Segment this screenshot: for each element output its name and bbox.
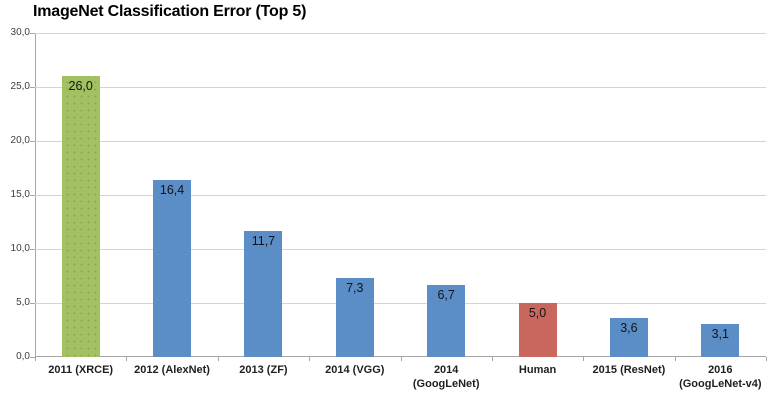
- bar: 11,7: [244, 230, 283, 357]
- bar-value-label: 5,0: [528, 306, 547, 320]
- gridline: [35, 33, 766, 34]
- x-axis-category-label: 2013 (ZF): [239, 364, 288, 376]
- x-axis-tick: [674, 357, 676, 361]
- y-axis-tick: [30, 141, 35, 142]
- bar: 26,0: [61, 76, 100, 357]
- y-axis-tick-label: 30,0: [10, 27, 30, 38]
- gridline: [35, 195, 766, 196]
- chart-title: ImageNet Classification Error (Top 5): [33, 3, 307, 20]
- x-axis-tick: [309, 357, 311, 361]
- y-axis-tick: [30, 87, 35, 88]
- y-axis-tick-label: 25,0: [10, 81, 30, 92]
- x-axis-category-label: 2014 (VGG): [325, 364, 385, 376]
- x-axis-tick: [126, 357, 128, 361]
- x-axis-category-label: 2014 (GoogLeNet): [412, 364, 480, 390]
- bar-value-label: 3,1: [711, 326, 729, 341]
- plot-area: 26,0 16,4 11,7 7,3 6,7 5,0 3,6 3,1: [30, 33, 767, 361]
- x-axis-tick: [400, 357, 402, 361]
- y-axis-tick-label: 0,0: [16, 351, 30, 362]
- bar: 3,1: [701, 323, 740, 357]
- x-axis-category-label: 2012 (AlexNet): [134, 364, 210, 376]
- bar-value-label: 6,7: [437, 287, 455, 302]
- y-axis-tick-label: 10,0: [10, 243, 30, 254]
- x-axis-category-label: Human: [518, 364, 557, 376]
- bar: 16,4: [153, 179, 192, 357]
- y-axis-tick: [30, 357, 35, 358]
- y-axis-tick: [30, 33, 35, 34]
- y-axis-tick: [30, 195, 35, 196]
- y-axis-tick-label: 15,0: [10, 189, 30, 200]
- y-axis-tick: [30, 249, 35, 250]
- x-axis-tick: [491, 357, 493, 361]
- x-axis-category-label: 2015 (ResNet): [592, 364, 666, 376]
- gridline: [35, 303, 766, 304]
- bar: 3,6: [609, 318, 648, 357]
- y-axis-tick-label: 20,0: [10, 135, 30, 146]
- bar: 6,7: [427, 284, 466, 357]
- bar: 5,0: [518, 303, 557, 357]
- bar-value-label: 11,7: [251, 233, 276, 248]
- bar-value-label: 16,4: [159, 182, 185, 197]
- x-axis-tick: [583, 357, 585, 361]
- x-axis-line: [35, 356, 766, 357]
- y-axis-tick-label: 5,0: [16, 297, 30, 308]
- x-axis-tick: [217, 357, 219, 361]
- gridline: [35, 87, 766, 88]
- y-axis-tick: [30, 303, 35, 304]
- gridline: [35, 249, 766, 250]
- x-axis-tick: [766, 357, 767, 361]
- x-axis-tick: [35, 357, 36, 361]
- gridline: [35, 141, 766, 142]
- x-axis-category-label: 2016 (GoogLeNet-v4): [679, 364, 762, 390]
- bar: 7,3: [335, 278, 374, 357]
- bar-value-label: 3,6: [620, 321, 638, 336]
- bar-value-label: 26,0: [68, 79, 93, 94]
- bar-value-label: 7,3: [346, 281, 364, 296]
- x-axis-category-label: 2011 (XRCE): [48, 364, 114, 376]
